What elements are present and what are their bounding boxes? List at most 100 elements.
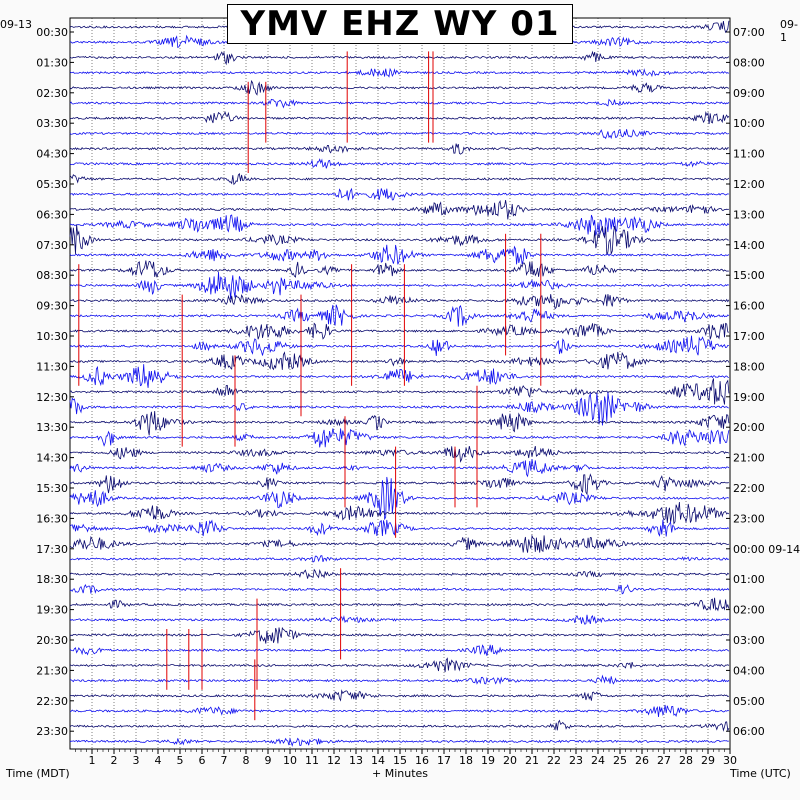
trace-row xyxy=(70,689,730,702)
left-time-label: 12:30 xyxy=(36,391,68,404)
right-time-label: 14:00 xyxy=(733,239,765,252)
right-time-label: 03:00 xyxy=(733,634,765,647)
trace-row xyxy=(69,519,730,537)
left-time-label: 06:30 xyxy=(36,208,68,221)
x-tick-label: 23 xyxy=(569,754,583,767)
x-tick-label: 12 xyxy=(327,754,341,767)
right-time-label: 12:00 xyxy=(733,178,765,191)
x-tick-label: 1 xyxy=(89,754,96,767)
right-time-label: 05:00 xyxy=(733,695,765,708)
trace-row xyxy=(69,143,730,155)
left-time-axis: 00:30 01:30 02:30 03:30 04:30 05:30 06:30 07:30… xyxy=(36,26,74,738)
trace-row xyxy=(69,614,730,625)
trace-row xyxy=(69,98,730,109)
right-time-label: 22:00 xyxy=(733,482,765,495)
right-time-label: 11:00 xyxy=(733,148,765,161)
trace-row xyxy=(69,555,730,563)
trace-row xyxy=(69,79,730,96)
start-date-label: 09-13 xyxy=(0,18,32,31)
x-tick-label: 9 xyxy=(265,754,272,767)
trace-row xyxy=(69,583,730,595)
right-time-label: 04:00 xyxy=(733,664,765,677)
trace-row xyxy=(69,719,730,733)
right-time-label: 20:00 xyxy=(733,421,765,434)
trace-row xyxy=(69,597,730,612)
trace-row xyxy=(69,378,730,405)
x-tick-label: 24 xyxy=(591,754,605,767)
x-tick-label: 15 xyxy=(393,754,407,767)
trace-row xyxy=(69,271,730,300)
trace-row xyxy=(69,458,730,478)
trace-row xyxy=(69,322,729,340)
trace-row xyxy=(69,294,730,310)
left-time-label: 00:30 xyxy=(36,26,68,39)
x-axis-caption: + Minutes xyxy=(372,767,429,780)
trace-row xyxy=(69,657,730,673)
left-axis-caption: Time (MDT) xyxy=(6,767,70,780)
left-time-label: 13:30 xyxy=(36,421,68,434)
left-time-label: 20:30 xyxy=(36,634,68,647)
left-time-label: 15:30 xyxy=(36,482,68,495)
trace-row xyxy=(69,410,730,436)
right-time-label: 02:00 xyxy=(733,604,765,617)
trace-row xyxy=(69,737,730,747)
trace-row xyxy=(69,476,730,521)
x-tick-label: 18 xyxy=(459,754,473,767)
trace-row xyxy=(69,428,730,448)
trace-row xyxy=(69,244,730,265)
trace-lines xyxy=(69,20,730,747)
left-time-label: 23:30 xyxy=(36,725,68,738)
x-tick-label: 3 xyxy=(133,754,140,767)
trace-row xyxy=(69,626,730,644)
trace-row xyxy=(69,534,730,553)
trace-row xyxy=(69,67,730,78)
x-tick-label: 25 xyxy=(613,754,627,767)
end-date-label: 09-1 xyxy=(780,18,798,44)
trace-row xyxy=(69,129,730,140)
trace-row xyxy=(69,260,729,278)
trace-row xyxy=(69,568,730,579)
x-tick-label: 8 xyxy=(243,754,250,767)
x-tick-label: 11 xyxy=(305,754,319,767)
x-tick-label: 7 xyxy=(221,754,228,767)
trace-row xyxy=(69,364,730,388)
left-time-label: 07:30 xyxy=(36,239,68,252)
right-time-label: 06:00 xyxy=(733,725,765,738)
x-tick-label: 27 xyxy=(657,754,671,767)
trace-row xyxy=(69,351,730,371)
right-time-label: 00:00 09-14 xyxy=(733,543,800,556)
right-time-label: 19:00 xyxy=(733,391,765,404)
left-time-label: 21:30 xyxy=(36,664,68,677)
trace-row xyxy=(69,473,729,496)
left-time-label: 04:30 xyxy=(36,148,68,161)
left-time-label: 01:30 xyxy=(36,56,68,69)
trace-row xyxy=(69,50,730,66)
left-time-label: 19:30 xyxy=(36,604,68,617)
station-title-box: YMV EHZ WY 01 xyxy=(227,4,573,44)
left-time-label: 08:30 xyxy=(36,269,68,282)
right-time-label: 07:00 xyxy=(733,26,765,39)
right-axis-caption: Time (UTC) xyxy=(730,767,791,780)
x-tick-label: 22 xyxy=(547,754,561,767)
x-axis: 1 2 3 4 5 6 7 8 9 10 11 12 13 14 15 16 17 18 19 20 21 22 23 24 2… xyxy=(75,749,737,767)
left-time-label: 14:30 xyxy=(36,452,68,465)
x-tick-label: 13 xyxy=(349,754,363,767)
x-tick-label: 19 xyxy=(481,754,495,767)
left-time-label: 16:30 xyxy=(36,512,68,525)
trace-row xyxy=(69,392,730,426)
trace-row xyxy=(69,200,729,220)
x-tick-label: 10 xyxy=(283,754,297,767)
right-time-label: 13:00 xyxy=(733,208,765,221)
minute-grid xyxy=(91,18,709,749)
trace-row xyxy=(69,224,729,255)
right-time-label: 21:00 xyxy=(733,452,765,465)
right-time-axis: 07:00 08:00 09:00 10:00 11:00 12:00 13:00 14:00… xyxy=(726,26,800,738)
right-time-label: 01:00 xyxy=(733,573,765,586)
trace-row xyxy=(69,674,730,685)
right-time-label: 17:00 xyxy=(733,330,765,343)
x-tick-label: 5 xyxy=(177,754,184,767)
x-tick-label: 4 xyxy=(155,754,162,767)
trace-row xyxy=(69,172,730,186)
